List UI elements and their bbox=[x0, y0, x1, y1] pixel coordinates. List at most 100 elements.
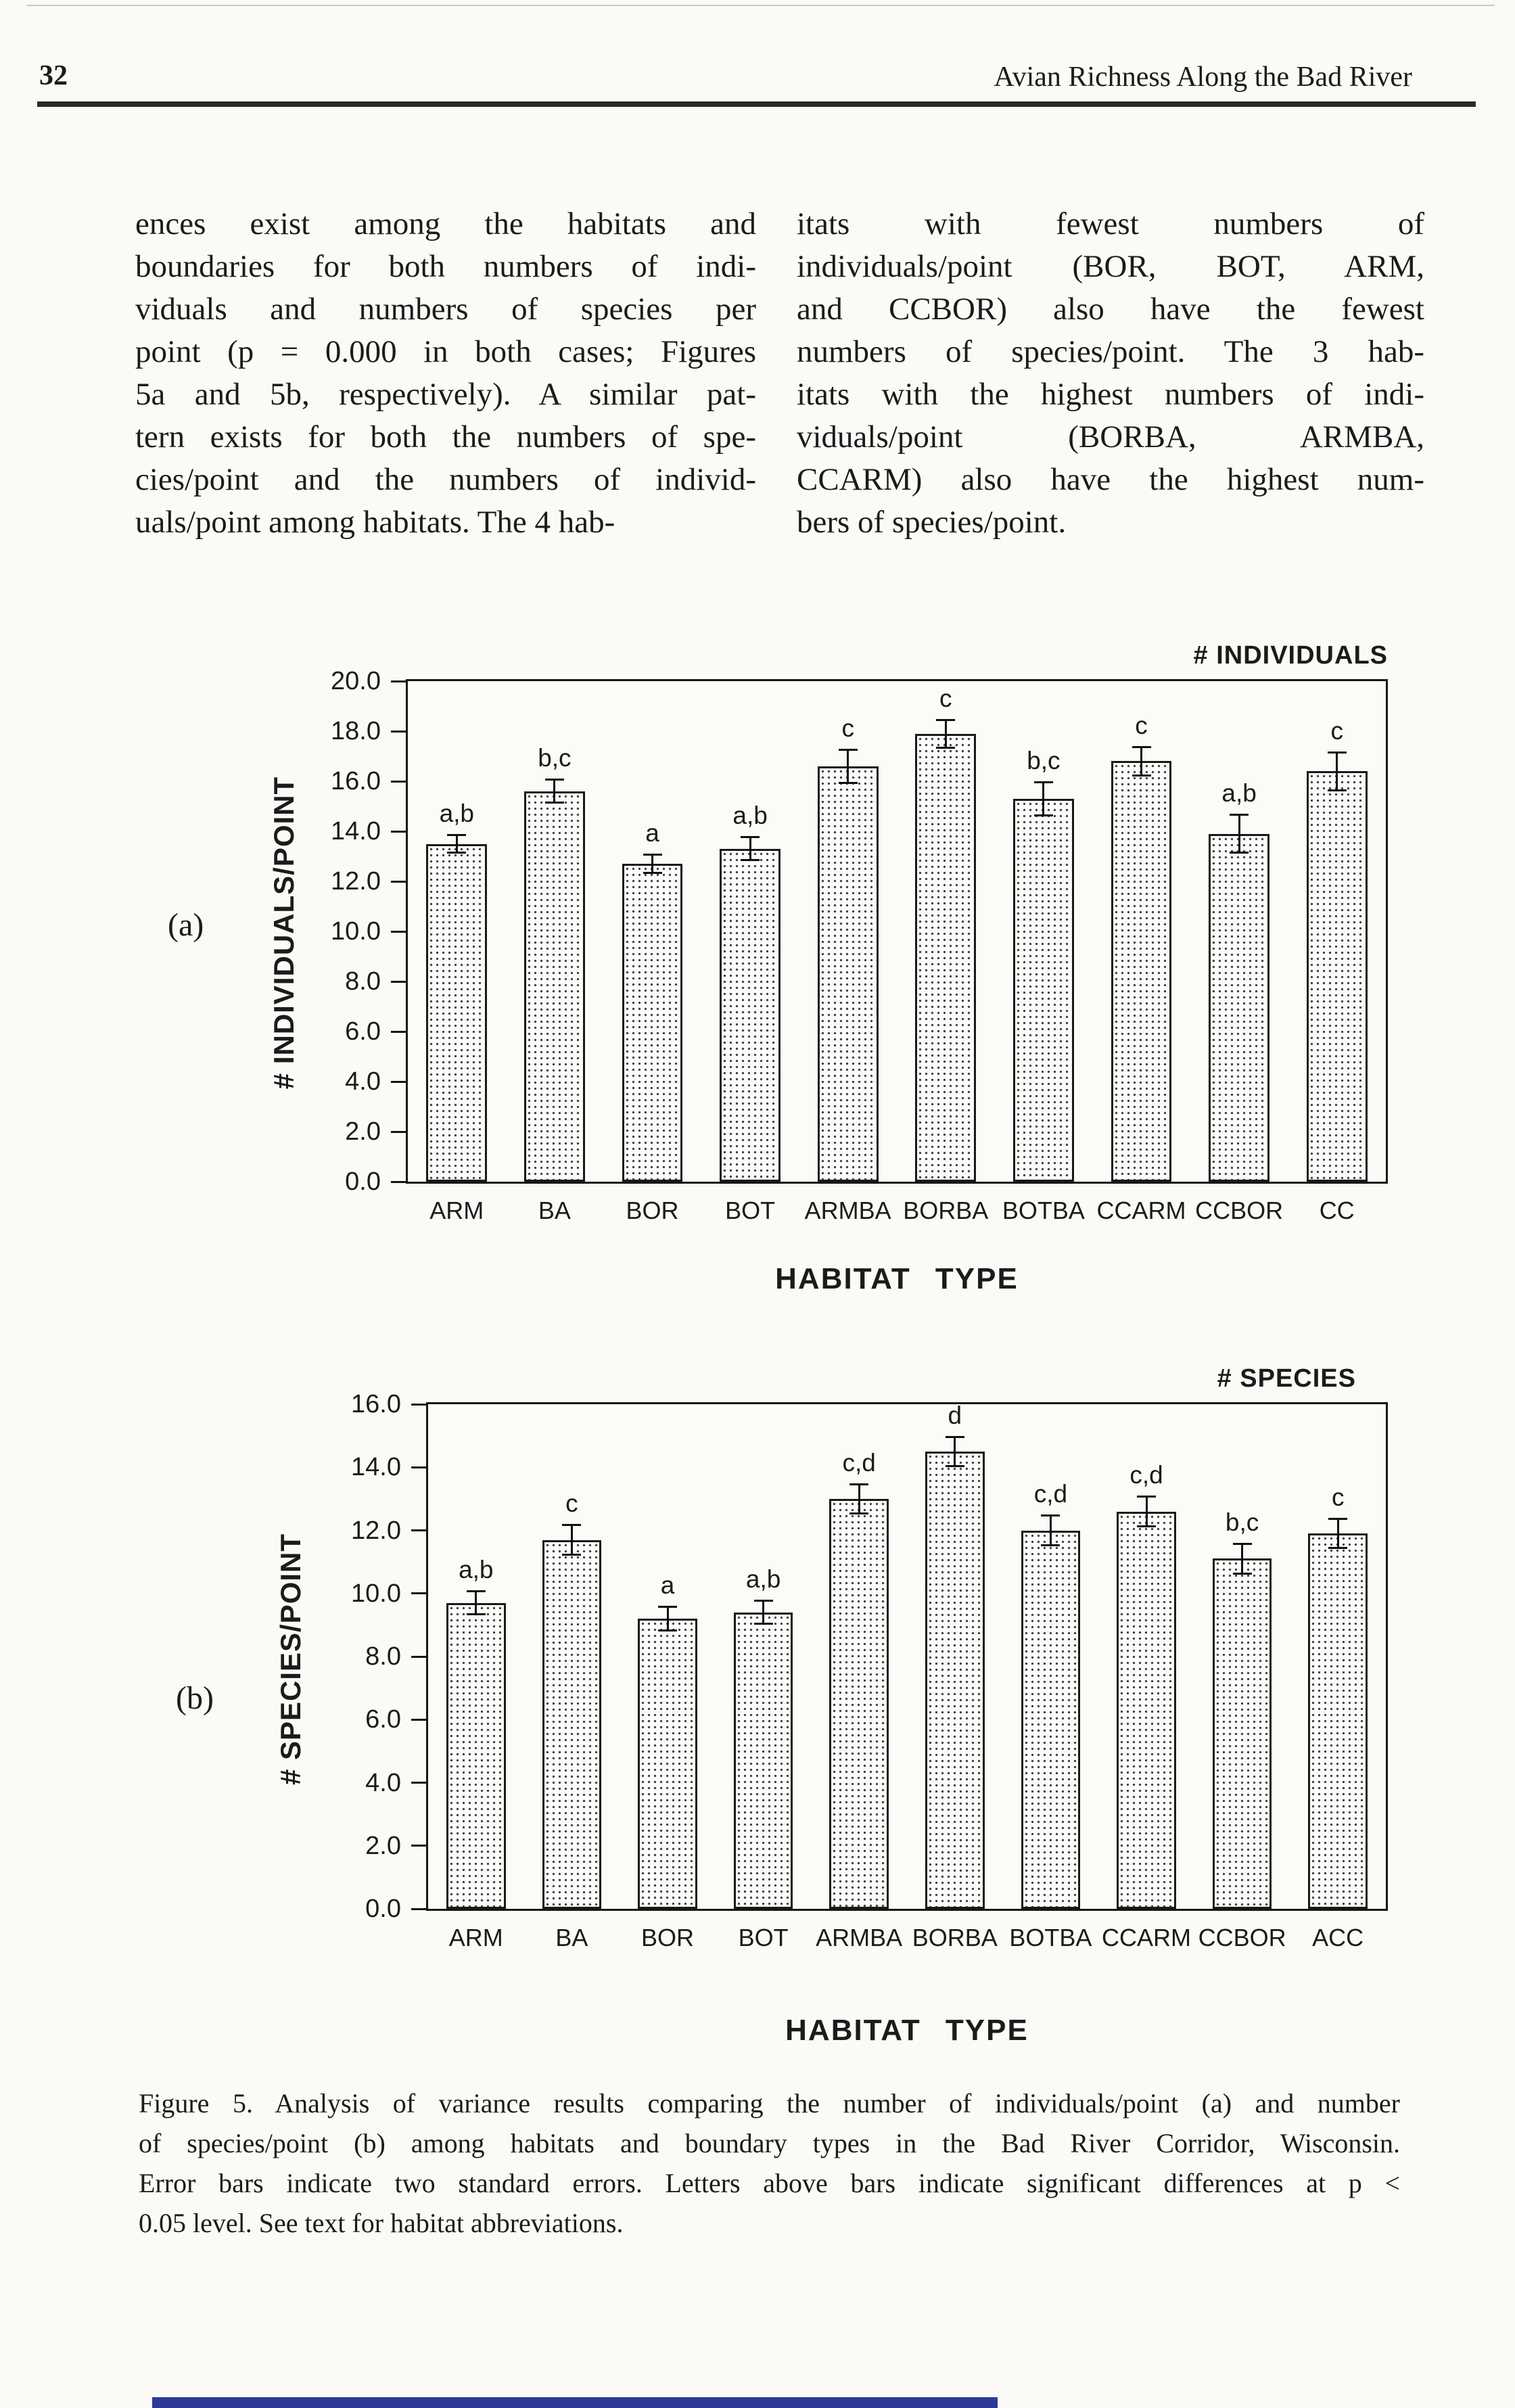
text-line: numbers of species/point. The 3 hab- bbox=[797, 334, 1424, 369]
error-bar-cap-top bbox=[1230, 814, 1249, 816]
bar-ba bbox=[524, 791, 585, 1182]
y-tick-label: 14.0 bbox=[351, 1453, 401, 1482]
y-tick-mark bbox=[411, 1403, 428, 1406]
y-tick-mark bbox=[391, 930, 408, 933]
text-line: uals/point among habitats. The 4 hab- bbox=[135, 505, 615, 540]
error-bar-cap-bottom bbox=[1041, 1544, 1060, 1546]
error-bar-cap-bottom bbox=[544, 802, 564, 804]
y-tick-label: 0.0 bbox=[365, 1895, 401, 1923]
error-bar-cap-bottom bbox=[466, 1613, 486, 1616]
y-tick-mark bbox=[391, 1130, 408, 1133]
y-tick-mark bbox=[391, 680, 408, 682]
significance-letter: a,b bbox=[732, 802, 768, 830]
y-tick-mark bbox=[391, 1080, 408, 1083]
error-bar-cap-bottom bbox=[1232, 1572, 1252, 1575]
text-line: 0.05 level. See text for habitat abbrevi… bbox=[139, 2208, 624, 2238]
significance-letter: b,c bbox=[538, 744, 572, 772]
error-bar-cap-top bbox=[753, 1600, 773, 1602]
y-tick-mark bbox=[411, 1592, 428, 1595]
error-bar bbox=[954, 1435, 956, 1468]
bar-armba bbox=[829, 1498, 889, 1909]
text-line: cies/point and the numbers of individ- bbox=[135, 462, 756, 497]
error-bar bbox=[762, 1600, 765, 1625]
error-bar bbox=[1140, 746, 1142, 777]
category-label: BA bbox=[538, 1197, 571, 1224]
y-tick-label: 12.0 bbox=[351, 1516, 401, 1545]
significance-letter: c,d bbox=[842, 1448, 876, 1477]
error-bar-cap-top bbox=[1041, 1514, 1060, 1517]
y-tick-mark bbox=[391, 1030, 408, 1033]
error-bar bbox=[1238, 814, 1240, 854]
y-tick-label: 8.0 bbox=[345, 967, 381, 996]
y-tick-mark bbox=[391, 1180, 408, 1183]
chart-panel-a: # INDIVIDUALS (a) # INDIVIDUALS/POINT 20… bbox=[156, 634, 1420, 1318]
category-label: BOR bbox=[640, 1924, 694, 1951]
y-tick-label: 12.0 bbox=[331, 867, 381, 896]
error-bar-cap-bottom bbox=[936, 746, 956, 749]
y-tick-label: 10.0 bbox=[331, 917, 381, 946]
error-bar-cap-bottom bbox=[1132, 774, 1151, 777]
chart-a-plot-area: 20.0 18.0 16.0 14.0 12.0 10.0 8.0 6.0 4.0 2.0 0.0 a… bbox=[331, 667, 1388, 1224]
bar-bor bbox=[638, 1619, 697, 1909]
bar-arm bbox=[426, 843, 488, 1182]
error-bar bbox=[1049, 1514, 1052, 1546]
error-bar bbox=[1336, 1517, 1339, 1550]
error-bar bbox=[847, 748, 849, 784]
figure-caption: Figure 5. Analysis of variance results c… bbox=[139, 2083, 1400, 2243]
error-bar-cap-top bbox=[1132, 746, 1151, 749]
bar-ccbor bbox=[1212, 1558, 1272, 1909]
chart-b-x-axis-title: HABITAT TYPE bbox=[785, 2014, 1029, 2047]
error-bar bbox=[944, 718, 947, 749]
header-rule bbox=[37, 101, 1476, 107]
y-tick-label: 6.0 bbox=[345, 1017, 381, 1046]
y-tick-mark bbox=[391, 730, 408, 733]
text-line: boundaries for both numbers of indi- bbox=[135, 249, 756, 284]
panel-label-a: (a) bbox=[168, 907, 204, 943]
error-bar bbox=[1336, 751, 1338, 791]
category-label: BOT bbox=[738, 1924, 789, 1951]
y-tick-mark bbox=[411, 1529, 428, 1531]
error-bar-cap-top bbox=[658, 1606, 677, 1608]
error-bar-cap-top bbox=[1137, 1496, 1156, 1498]
error-bar-cap-bottom bbox=[1327, 789, 1347, 791]
y-tick-label: 6.0 bbox=[365, 1705, 401, 1734]
error-bar-cap-bottom bbox=[562, 1553, 582, 1556]
scan-edge-line bbox=[27, 5, 1495, 6]
text-line: individuals/point (BOR, BOT, ARM, bbox=[797, 249, 1424, 284]
significance-letter: b,c bbox=[1225, 1508, 1259, 1537]
y-tick-label: 16.0 bbox=[331, 767, 381, 795]
bar-arm bbox=[446, 1602, 506, 1909]
error-bar-cap-bottom bbox=[1328, 1547, 1348, 1550]
error-bar-cap-bottom bbox=[447, 852, 467, 854]
text-line: tern exists for both the numbers of spe- bbox=[135, 419, 756, 455]
category-label: CC bbox=[1319, 1197, 1355, 1224]
error-bar-cap-bottom bbox=[741, 859, 760, 862]
category-label: ARM bbox=[429, 1197, 484, 1224]
body-column-right: itats with fewest numbers of individuals/… bbox=[797, 203, 1424, 544]
text-line: of species/point (b) among habitats and … bbox=[139, 2128, 1400, 2158]
category-label: CCARM bbox=[1096, 1197, 1186, 1224]
category-label: CCBOR bbox=[1198, 1924, 1286, 1951]
error-bar-cap-top bbox=[1033, 781, 1053, 783]
category-label: CCARM bbox=[1101, 1924, 1191, 1951]
significance-letter: a,b bbox=[459, 1556, 494, 1584]
bar-ccarm bbox=[1117, 1511, 1176, 1909]
bottom-scan-artifact bbox=[152, 2397, 998, 2408]
bar-armba bbox=[817, 766, 879, 1182]
error-bar-cap-top bbox=[838, 748, 858, 751]
error-bar bbox=[651, 854, 653, 874]
error-bar bbox=[553, 779, 556, 804]
bar-bot bbox=[733, 1612, 793, 1909]
error-bar bbox=[570, 1524, 573, 1556]
bar-ccarm bbox=[1111, 761, 1172, 1182]
category-label: ARM bbox=[448, 1924, 503, 1951]
bar-ba bbox=[542, 1539, 602, 1909]
text-line: itats with the highest numbers of indi- bbox=[797, 377, 1424, 412]
error-bar bbox=[455, 833, 458, 854]
error-bar-cap-top bbox=[643, 854, 662, 856]
significance-letter: d bbox=[948, 1401, 962, 1429]
y-tick-label: 2.0 bbox=[345, 1117, 381, 1146]
y-tick-label: 10.0 bbox=[351, 1579, 401, 1608]
error-bar-cap-top bbox=[544, 779, 564, 781]
